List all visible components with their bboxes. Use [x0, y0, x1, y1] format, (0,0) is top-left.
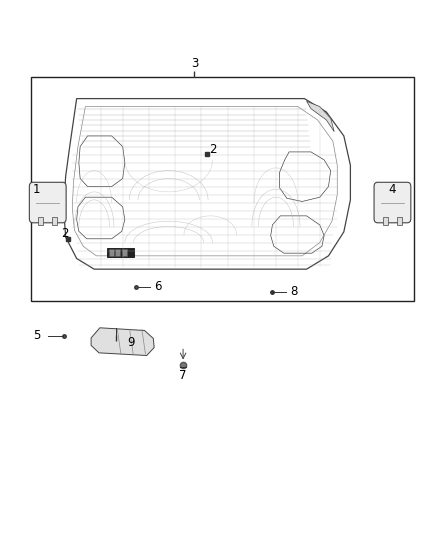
Text: 5: 5 — [34, 329, 41, 342]
Bar — [38, 217, 43, 225]
Bar — [115, 249, 120, 256]
FancyBboxPatch shape — [374, 182, 411, 223]
Text: 1: 1 — [33, 183, 41, 196]
Bar — [52, 217, 57, 225]
Bar — [109, 249, 114, 256]
FancyBboxPatch shape — [29, 182, 66, 223]
Text: 9: 9 — [127, 336, 135, 349]
Bar — [31, 77, 414, 301]
Text: 3: 3 — [191, 58, 198, 70]
Text: 6: 6 — [154, 280, 162, 293]
Text: 2: 2 — [208, 143, 216, 156]
Text: 2: 2 — [60, 227, 68, 240]
Bar — [122, 249, 127, 256]
Text: 4: 4 — [389, 183, 396, 196]
Text: 7: 7 — [179, 369, 187, 382]
Bar — [107, 248, 134, 257]
Polygon shape — [91, 328, 154, 356]
Text: 8: 8 — [290, 285, 297, 298]
Bar — [397, 217, 402, 225]
Polygon shape — [307, 101, 334, 132]
Bar — [383, 217, 388, 225]
